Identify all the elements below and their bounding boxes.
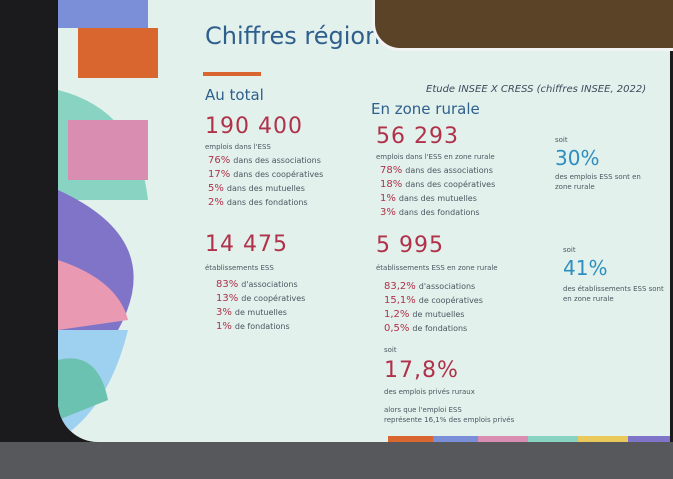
strip xyxy=(578,436,628,442)
list-item: 3%dans des fondations xyxy=(380,206,495,220)
label: des emplois privés ruraux xyxy=(384,388,475,396)
item-percent: 17% xyxy=(208,169,230,180)
label: des établissements ESS sont en zone rura… xyxy=(563,284,669,304)
list-item: 83%d'associations xyxy=(216,278,305,292)
item-percent: 0,5% xyxy=(384,323,409,334)
item-percent: 15,1% xyxy=(384,295,416,306)
photo: Chiffres régionaux Etude INSEE X CRESS (… xyxy=(0,0,673,479)
figure: 17,8% xyxy=(384,358,459,383)
strip xyxy=(528,436,578,442)
list-item: 1%de fondations xyxy=(216,320,305,334)
floor xyxy=(0,442,673,479)
item-text: de fondations xyxy=(412,324,467,333)
list-item: 0,5%de fondations xyxy=(384,322,483,336)
source: Etude INSEE X CRESS (chiffres INSEE, 202… xyxy=(426,84,646,95)
list-item: 1,2%de mutuelles xyxy=(384,308,483,322)
note: représente 16,1% des emplois privés xyxy=(384,416,514,424)
list-item: 3%de mutuelles xyxy=(216,306,305,320)
figure: 190 400 xyxy=(205,114,303,139)
list-item: 13%de coopératives xyxy=(216,292,305,306)
item-text: d'associations xyxy=(419,282,475,291)
item-text: de coopératives xyxy=(419,296,483,305)
list-item: 17%dans des coopératives xyxy=(208,168,323,182)
soit: soit xyxy=(384,346,397,354)
item-percent: 76% xyxy=(208,155,230,166)
heading: Au total xyxy=(205,86,264,104)
item-percent: 1,2% xyxy=(384,309,409,320)
item-text: dans des coopératives xyxy=(233,170,323,179)
list-item: 15,1%de coopératives xyxy=(384,294,483,308)
item-text: de fondations xyxy=(235,322,290,331)
item-percent: 3% xyxy=(216,307,232,318)
list-item: 76%dans des associations xyxy=(208,154,323,168)
item-text: dans des associations xyxy=(405,166,493,175)
strip xyxy=(388,436,433,442)
heading: En zone rurale xyxy=(371,100,480,118)
item-text: dans des mutuelles xyxy=(399,194,477,203)
label: emplois dans l'ESS xyxy=(205,143,271,151)
share: 30% xyxy=(555,146,599,170)
figure: 14 475 xyxy=(205,232,288,257)
label: emplois dans l'ESS en zone rurale xyxy=(376,153,495,161)
label: établissements ESS en zone rurale xyxy=(376,264,498,272)
figure: 5 995 xyxy=(376,233,444,258)
soit: soit xyxy=(563,246,576,254)
item-text: de mutuelles xyxy=(412,310,464,319)
decor xyxy=(58,0,178,442)
camera-overlay xyxy=(372,0,673,51)
strip xyxy=(478,436,528,442)
item-percent: 13% xyxy=(216,293,238,304)
item-percent: 5% xyxy=(208,183,224,194)
list-item: 78%dans des associations xyxy=(380,164,495,178)
item-percent: 18% xyxy=(380,179,402,190)
item-percent: 78% xyxy=(380,165,402,176)
item-percent: 83,2% xyxy=(384,281,416,292)
list-item: 1%dans des mutuelles xyxy=(380,192,495,206)
title-rule xyxy=(203,72,261,76)
list-item: 2%dans des fondations xyxy=(208,196,323,210)
note: alors que l'emploi ESS xyxy=(384,406,462,414)
item-text: dans des mutuelles xyxy=(227,184,305,193)
item-percent: 1% xyxy=(380,193,396,204)
item-percent: 3% xyxy=(380,207,396,218)
item-text: dans des fondations xyxy=(227,198,308,207)
figure: 56 293 xyxy=(376,124,459,149)
item-text: de mutuelles xyxy=(235,308,287,317)
label: établissements ESS xyxy=(205,264,274,272)
item-text: dans des associations xyxy=(233,156,321,165)
list-item: 18%dans des coopératives xyxy=(380,178,495,192)
share: 41% xyxy=(563,256,607,280)
list-item: 5%dans des mutuelles xyxy=(208,182,323,196)
item-text: dans des fondations xyxy=(399,208,480,217)
item-text: de coopératives xyxy=(241,294,305,303)
strip xyxy=(433,436,478,442)
item-percent: 2% xyxy=(208,197,224,208)
item-text: d'associations xyxy=(241,280,297,289)
slide: Chiffres régionaux Etude INSEE X CRESS (… xyxy=(58,0,670,442)
strip xyxy=(628,436,670,442)
soit: soit xyxy=(555,136,568,144)
item-percent: 83% xyxy=(216,279,238,290)
item-text: dans des coopératives xyxy=(405,180,495,189)
label: des emplois ESS sont en zone rurale xyxy=(555,172,655,192)
list-item: 83,2%d'associations xyxy=(384,280,483,294)
item-percent: 1% xyxy=(216,321,232,332)
